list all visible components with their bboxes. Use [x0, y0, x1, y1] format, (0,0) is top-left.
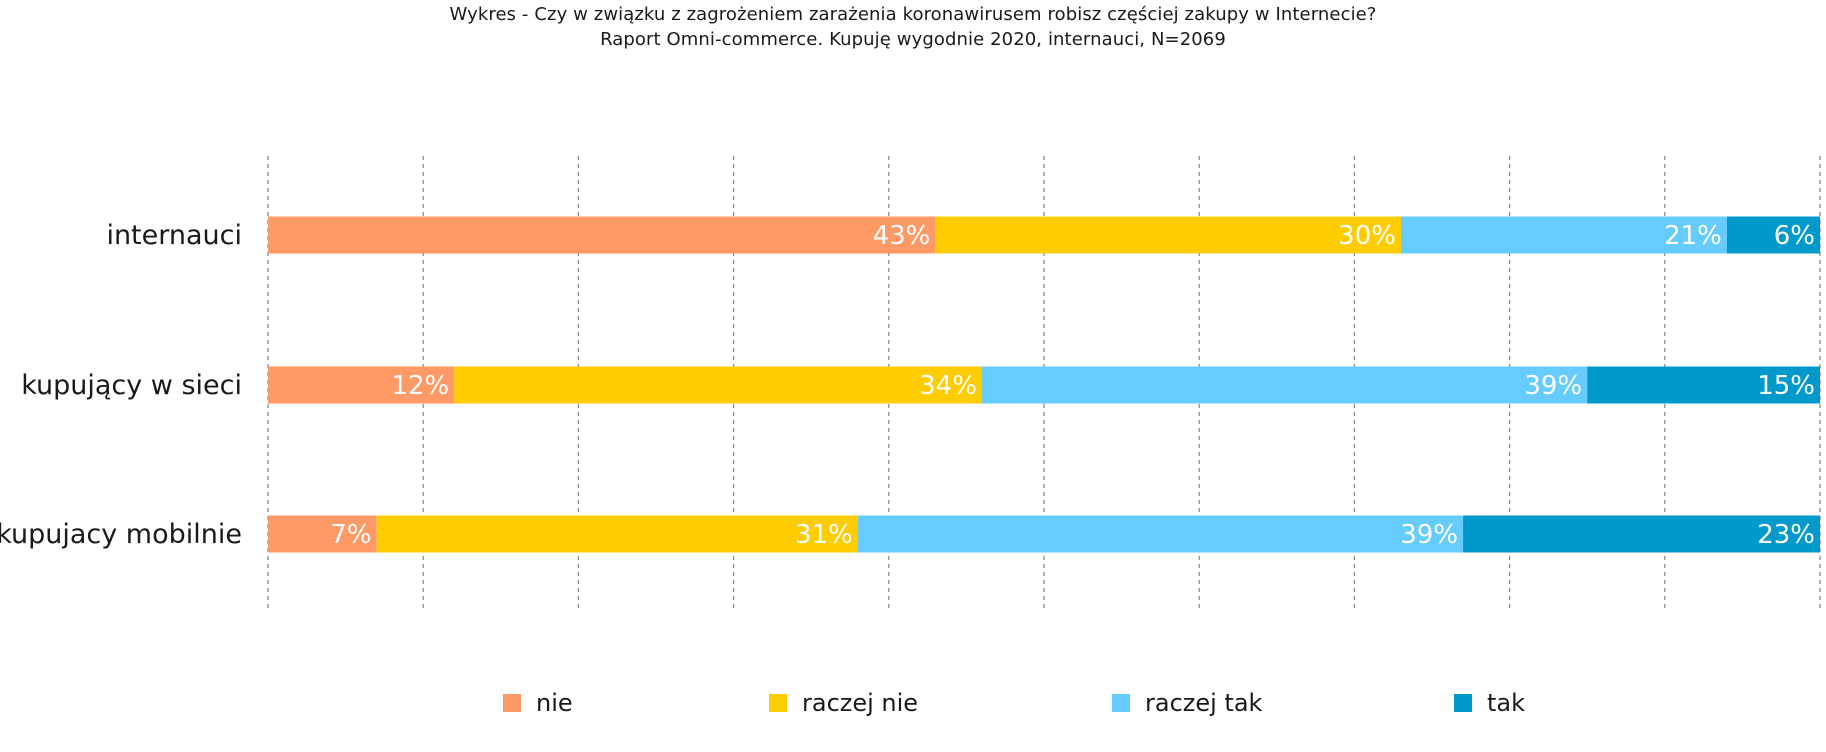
- bar-segment: [1587, 366, 1820, 404]
- bar-segment: [1400, 216, 1727, 254]
- data-label: 6%: [1774, 221, 1815, 251]
- data-label: 12%: [391, 371, 449, 401]
- bar-segment: [376, 515, 858, 553]
- data-label: 15%: [1757, 371, 1815, 401]
- data-label: 39%: [1400, 520, 1458, 550]
- bar-segment: [454, 366, 982, 404]
- legend-swatch: [503, 694, 521, 712]
- data-label: 23%: [1757, 520, 1815, 550]
- category-label: internauci: [106, 220, 242, 251]
- data-label: 31%: [795, 520, 853, 550]
- legend-label: raczej nie: [802, 689, 918, 717]
- legend-item: nie: [503, 689, 573, 717]
- legend-swatch: [1112, 694, 1130, 712]
- bar-segment: [981, 366, 1588, 404]
- legend-item: raczej tak: [1112, 689, 1263, 717]
- bar-segment: [268, 515, 377, 553]
- data-label: 34%: [919, 371, 977, 401]
- data-label: 7%: [330, 520, 371, 550]
- bar-segment: [268, 216, 936, 254]
- category-label: kupujacy mobilnie: [0, 519, 242, 550]
- legend: nie raczej nie raczej tak tak: [503, 689, 1525, 717]
- legend-swatch: [1454, 694, 1472, 712]
- legend-label: tak: [1487, 689, 1525, 717]
- data-label: 43%: [873, 221, 931, 251]
- bar-segment: [1463, 515, 1820, 553]
- chart-subtitle: Raport Omni-commerce. Kupuję wygodnie 20…: [600, 29, 1226, 50]
- category-label: kupujący w sieci: [21, 370, 242, 401]
- bar-segment: [935, 216, 1401, 254]
- legend-label: raczej tak: [1145, 689, 1263, 717]
- bar-segment: [268, 366, 455, 404]
- data-label: 39%: [1524, 371, 1582, 401]
- legend-label: nie: [536, 689, 573, 717]
- legend-item: tak: [1454, 689, 1525, 717]
- data-label: 30%: [1338, 221, 1396, 251]
- chart-title: Wykres - Czy w związku z zagrożeniem zar…: [449, 4, 1377, 25]
- bar-segment: [1726, 216, 1820, 254]
- legend-item: raczej nie: [769, 689, 918, 717]
- bar-segment: [857, 515, 1464, 553]
- data-label: 21%: [1664, 221, 1722, 251]
- bars: 43% 30% 21% 6% 12% 34% 39% 15% 7% 31% 39% 23%: [268, 216, 1820, 553]
- legend-swatch: [769, 694, 787, 712]
